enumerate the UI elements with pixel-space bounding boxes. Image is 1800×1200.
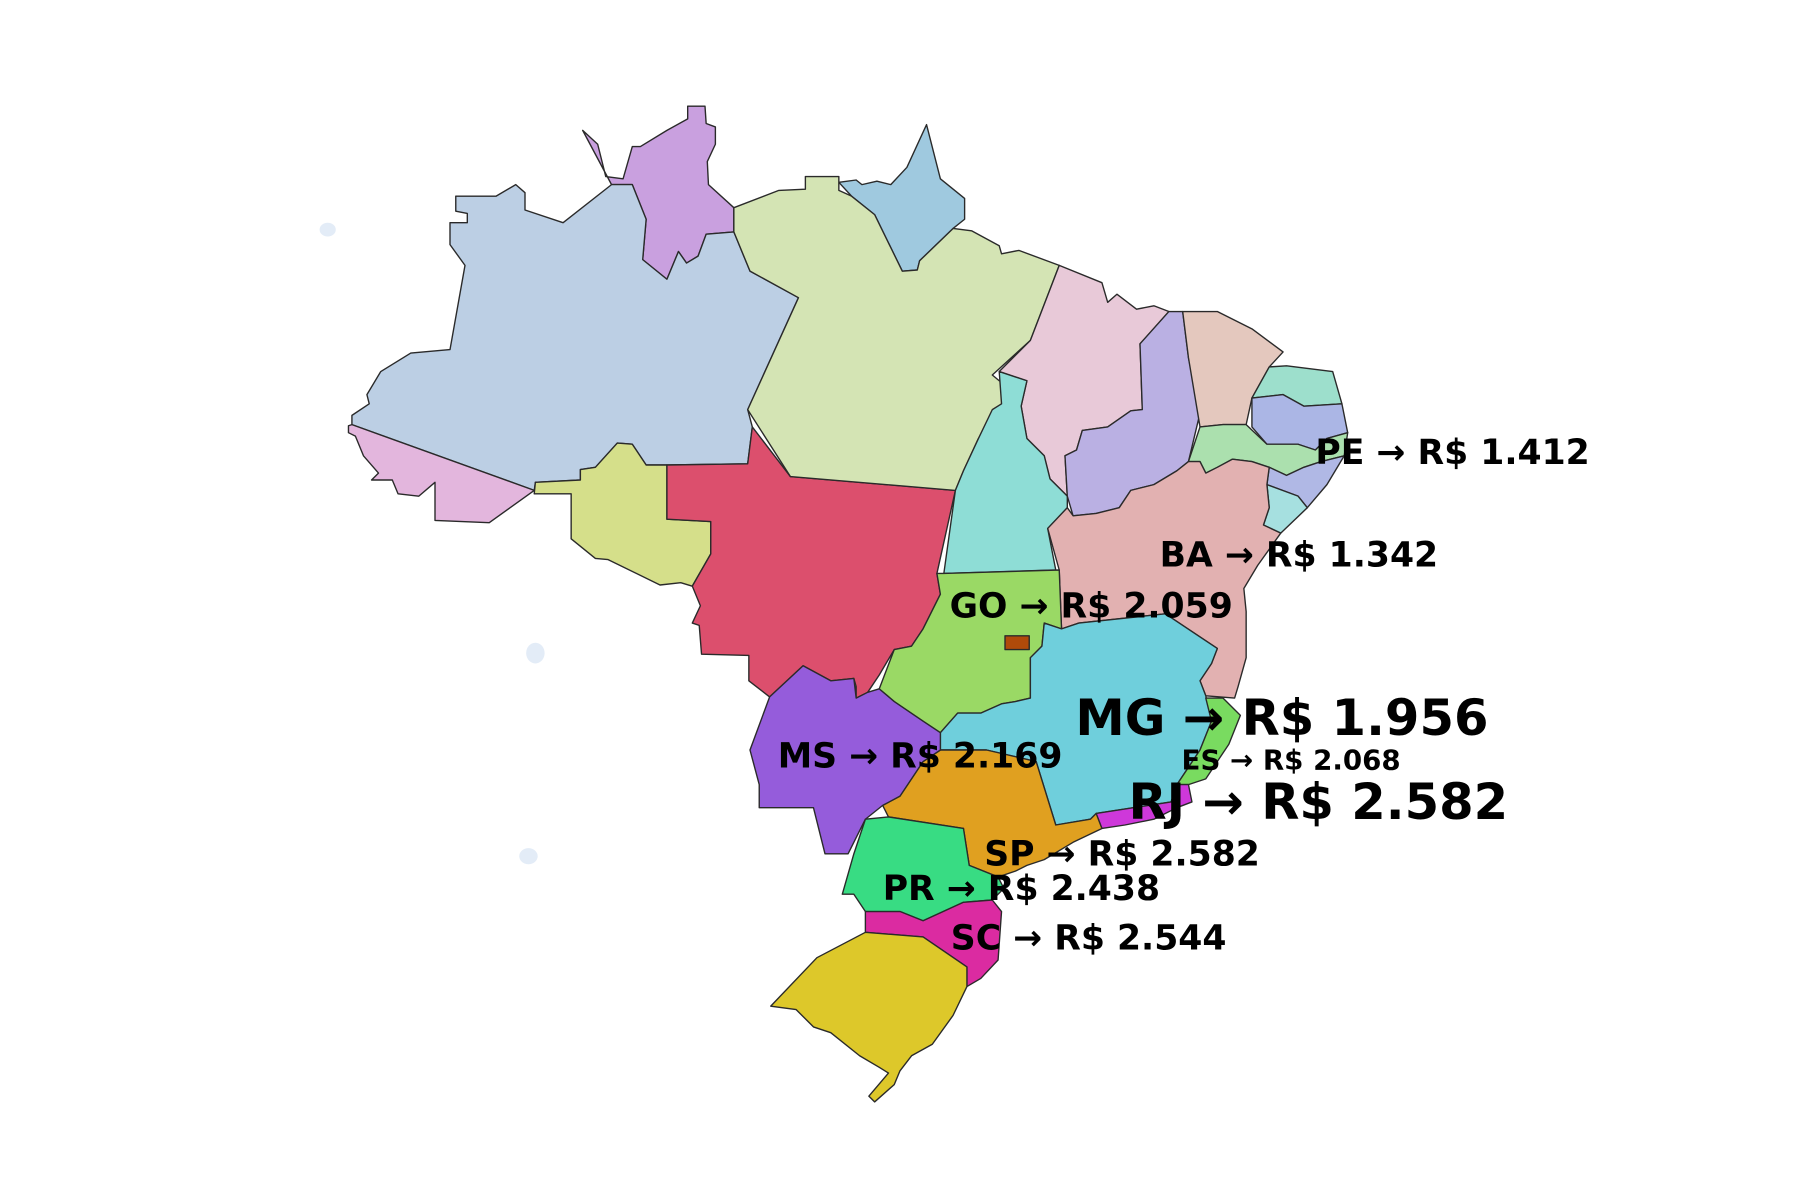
state-pa[interactable] bbox=[733, 175, 1060, 492]
label-sp: SP → R$ 2.582 bbox=[984, 834, 1260, 874]
label-ms: MS → R$ 2.169 bbox=[778, 736, 1063, 776]
state-df[interactable] bbox=[1004, 635, 1030, 651]
label-pe: PE → R$ 1.412 bbox=[1315, 433, 1589, 473]
islands bbox=[319, 222, 545, 865]
state-es[interactable] bbox=[1176, 697, 1242, 786]
label-go: GO → R$ 2.059 bbox=[950, 586, 1233, 626]
labels-layer: PE → R$ 1.412 BA → R$ 1.342 GO → R$ 2.05… bbox=[778, 433, 1590, 959]
island bbox=[526, 642, 545, 664]
label-es: ES → R$ 2.068 bbox=[1182, 744, 1401, 777]
island bbox=[319, 222, 336, 237]
label-pr: PR → R$ 2.438 bbox=[883, 869, 1160, 909]
label-rj: RJ → R$ 2.582 bbox=[1128, 773, 1508, 831]
island bbox=[519, 848, 538, 865]
state-ac[interactable] bbox=[347, 423, 535, 524]
states-layer bbox=[347, 105, 1349, 1103]
state-rs[interactable] bbox=[770, 931, 968, 1103]
label-mg: MG → R$ 1.956 bbox=[1075, 689, 1488, 747]
label-ba: BA → R$ 1.342 bbox=[1160, 536, 1439, 576]
state-ba[interactable] bbox=[1047, 458, 1282, 699]
label-sc: SC → R$ 2.544 bbox=[951, 919, 1227, 959]
state-ms[interactable] bbox=[749, 665, 942, 855]
state-rj[interactable] bbox=[1095, 783, 1193, 830]
